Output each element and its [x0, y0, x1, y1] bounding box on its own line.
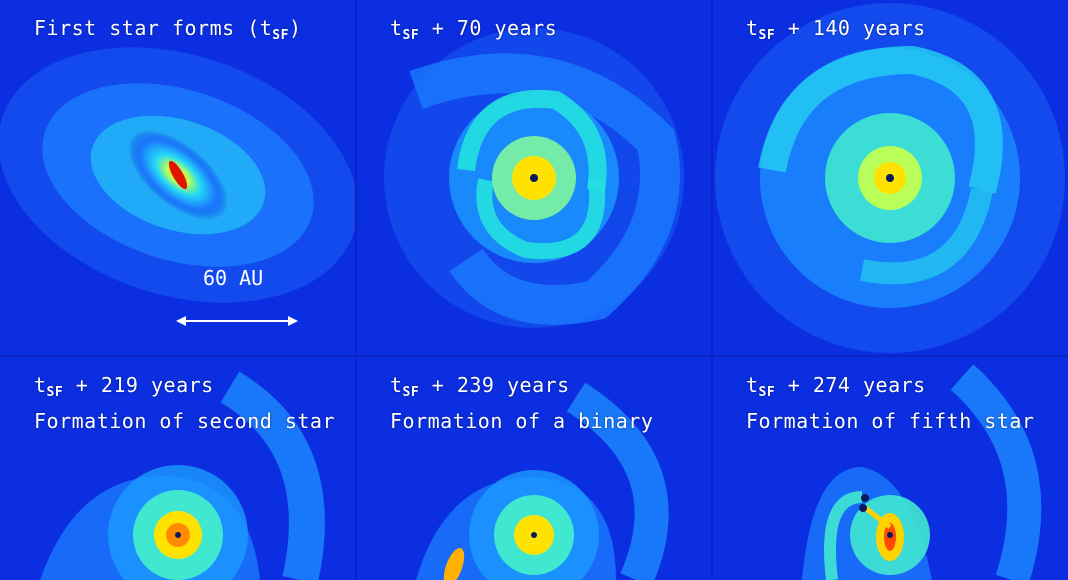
- disk-image-2: [356, 0, 712, 355]
- scale-label: 60 AU: [203, 266, 264, 290]
- disk-image-4: [0, 357, 356, 580]
- divider-vertical-2: [711, 0, 713, 580]
- panel-5-title: tSF + 239 years: [390, 373, 570, 400]
- panel-6-subtitle: Formation of fifth star: [746, 409, 1035, 433]
- panel-5-subtitle: Formation of a binary: [390, 409, 654, 433]
- panel-4-title: tSF + 219 years: [34, 373, 214, 400]
- panel-70-years: tSF + 70 years: [356, 0, 712, 355]
- panel-6-title: tSF + 274 years: [746, 373, 926, 400]
- panel-4-subtitle: Formation of second star: [34, 409, 335, 433]
- disk-image-6: [712, 357, 1068, 580]
- disk-image-5: [356, 357, 712, 580]
- panel-3-title: tSF + 140 years: [746, 16, 926, 43]
- panel-140-years: tSF + 140 years: [712, 0, 1068, 355]
- panel-239-years: tSF + 239 years Formation of a binary: [356, 357, 712, 580]
- disk-image-3: [712, 0, 1068, 355]
- divider-horizontal: [0, 355, 1068, 357]
- panel-219-years: tSF + 219 years Formation of second star: [0, 357, 356, 580]
- disk-image-1: [0, 0, 356, 355]
- panel-first-star: First star forms (tSF) 60 AU: [0, 0, 356, 355]
- panel-1-title: First star forms (tSF): [34, 16, 302, 43]
- panel-274-years: tSF + 274 years Formation of fifth star: [712, 357, 1068, 580]
- scale-bar-arrow: [176, 316, 298, 326]
- panel-2-title: tSF + 70 years: [390, 16, 558, 43]
- divider-vertical-1: [355, 0, 357, 580]
